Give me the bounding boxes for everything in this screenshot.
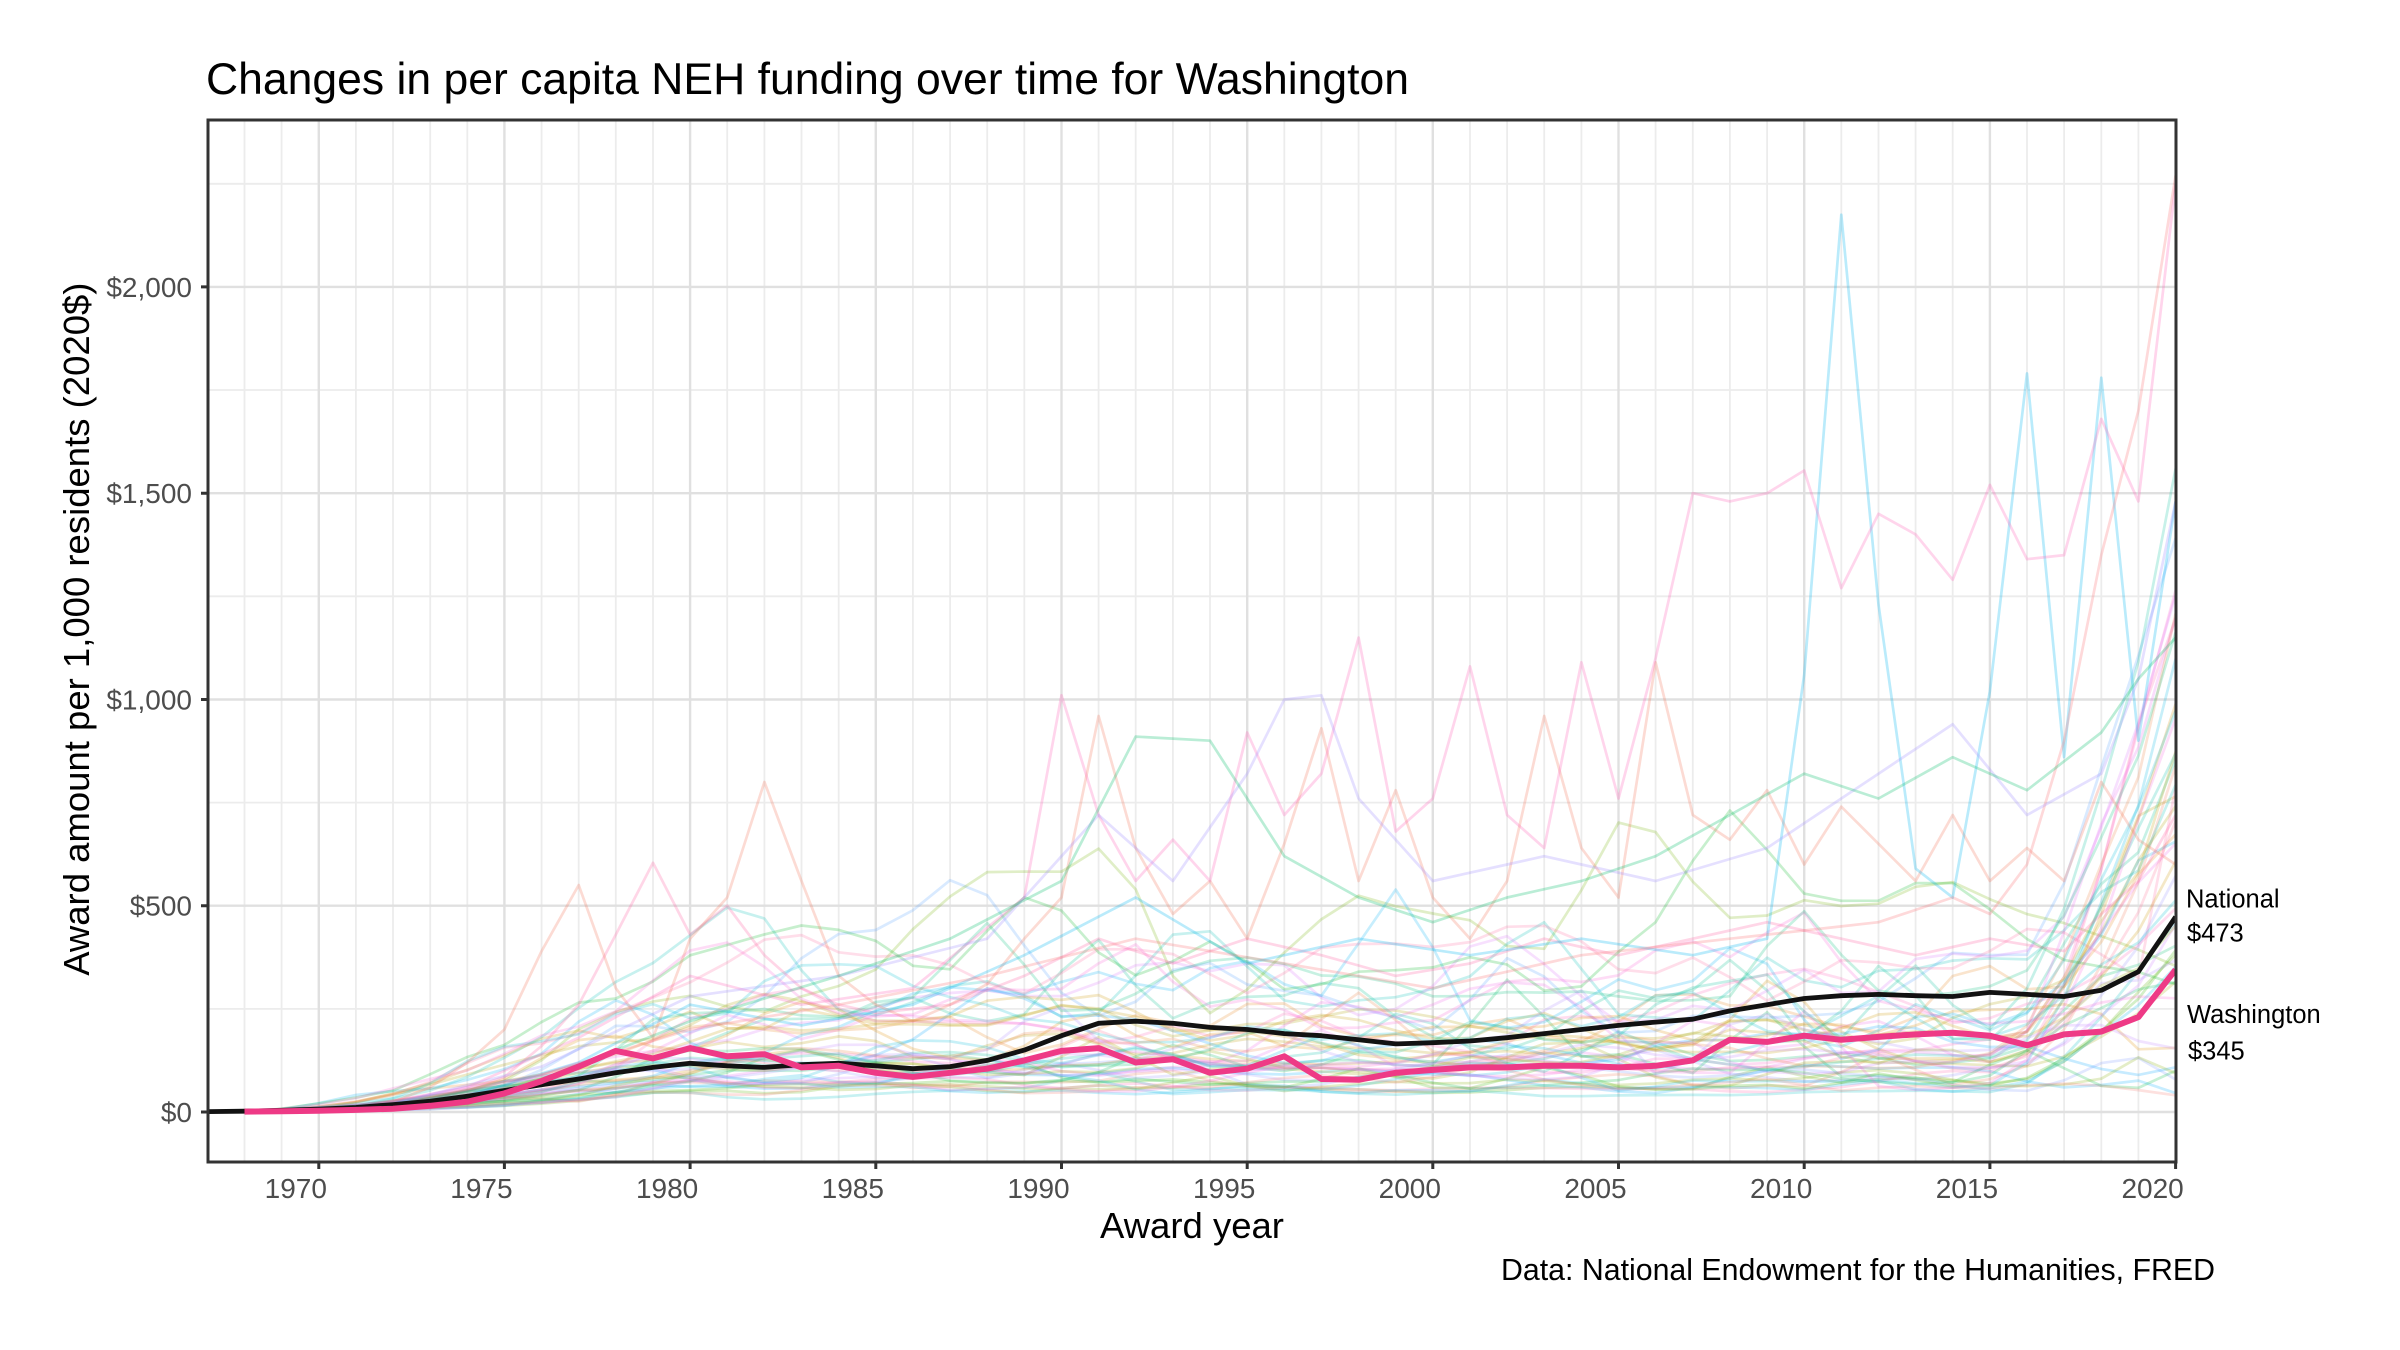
svg-text:Changes in per capita NEH fund: Changes in per capita NEH funding over t… <box>206 55 1409 104</box>
svg-text:$500: $500 <box>130 891 192 922</box>
svg-text:Data: National Endowment for t: Data: National Endowment for the Humanit… <box>1501 1254 2215 1287</box>
svg-text:Washington: Washington <box>2187 1001 2321 1029</box>
svg-text:2015: 2015 <box>1936 1173 1998 1204</box>
svg-text:1970: 1970 <box>265 1173 327 1204</box>
svg-text:$1,500: $1,500 <box>106 478 192 509</box>
svg-text:2005: 2005 <box>1564 1173 1626 1204</box>
svg-text:$473: $473 <box>2187 920 2244 948</box>
svg-text:2010: 2010 <box>1750 1173 1812 1204</box>
svg-text:1985: 1985 <box>822 1173 884 1204</box>
svg-text:1990: 1990 <box>1007 1173 1069 1204</box>
svg-text:National: National <box>2186 886 2280 914</box>
svg-text:$345: $345 <box>2188 1038 2245 1066</box>
svg-text:$2,000: $2,000 <box>106 272 192 303</box>
svg-text:2000: 2000 <box>1379 1173 1441 1204</box>
svg-text:2020: 2020 <box>2121 1173 2183 1204</box>
svg-text:$1,000: $1,000 <box>106 685 192 716</box>
svg-text:1975: 1975 <box>450 1173 512 1204</box>
svg-text:$0: $0 <box>161 1097 192 1128</box>
svg-text:Award year: Award year <box>1100 1205 1284 1246</box>
svg-text:1995: 1995 <box>1193 1173 1255 1204</box>
svg-text:1980: 1980 <box>636 1173 698 1204</box>
svg-text:Award amount per 1,000 residen: Award amount per 1,000 residents (2020$) <box>56 283 97 976</box>
